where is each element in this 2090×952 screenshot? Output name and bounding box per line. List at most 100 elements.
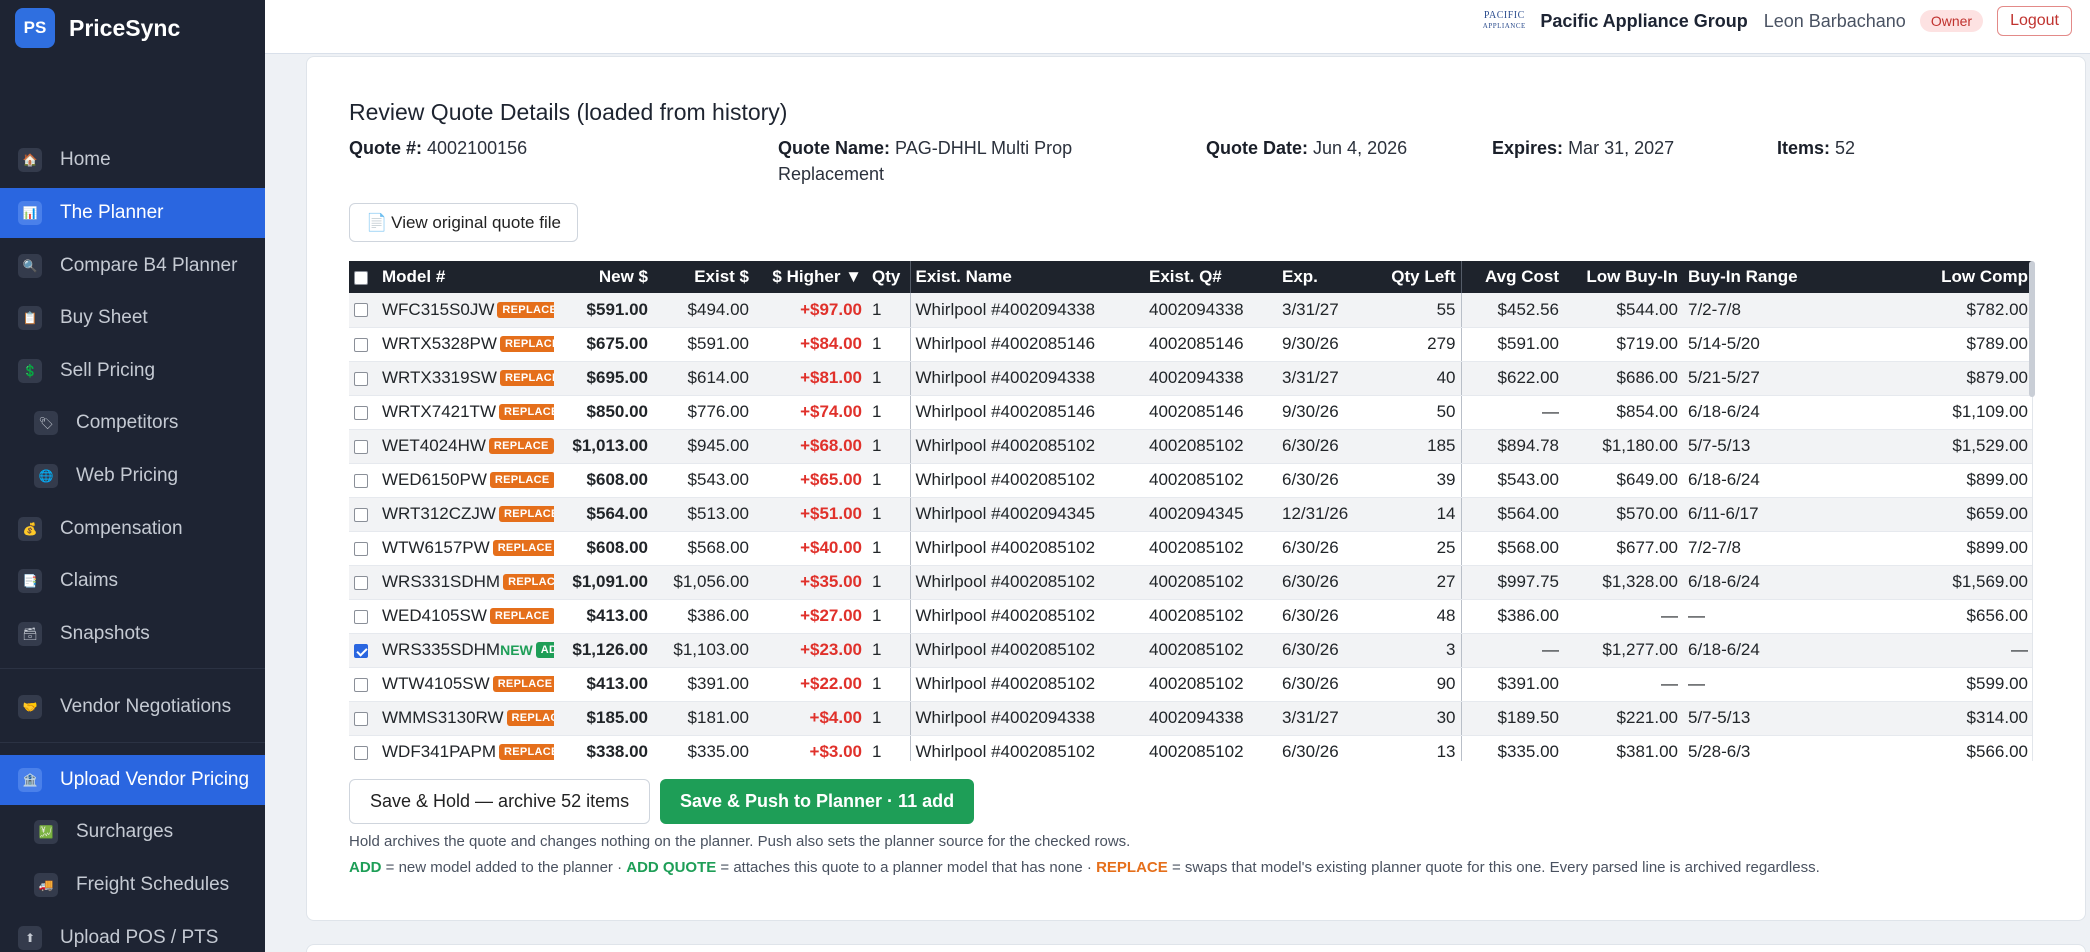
org-logo: PACIFIC APPLIANCE	[1478, 1, 1530, 41]
sidebar-item-snapshots[interactable]: 🗃 Snapshots	[0, 609, 265, 659]
low-comp-cell: $1,109.00	[1800, 395, 2032, 430]
col-header-buy-in-range[interactable]: Buy-In Range	[1688, 267, 1798, 286]
exist-name-cell: Whirlpool #4002085102	[909, 429, 1144, 464]
col-header-exist-name[interactable]: Exist. Name	[909, 261, 1144, 293]
qty-cell: 1	[867, 701, 910, 736]
table-row[interactable]: WED6150PW REPLACE $608.00 $543.00 +$65.00 1 Wh…	[349, 463, 2032, 498]
col-header-new-price[interactable]: New $	[598, 267, 648, 286]
sidebar-divider	[0, 742, 265, 743]
model-cell: WTW4105SW REPLACE	[377, 667, 554, 702]
buy-in-range-cell: 6/18-6/24	[1683, 633, 1800, 668]
row-checkbox[interactable]	[354, 575, 368, 590]
exist-price-cell: $614.00	[653, 361, 754, 396]
avg-cost-cell: $997.75	[1460, 565, 1564, 600]
sidebar-item-upload-vendor-pricing[interactable]: 🏦 Upload Vendor Pricing	[0, 755, 265, 805]
exist-name-cell: Whirlpool #4002085102	[909, 599, 1144, 634]
sidebar-item-the-planner[interactable]: 📊 The Planner	[0, 188, 265, 238]
row-checkbox[interactable]	[354, 541, 368, 556]
col-header-low-comp[interactable]: Low Comp	[1941, 267, 2028, 286]
table-row[interactable]: WRTX3319SWREPLACE$695.00$614.00+$81.001W…	[349, 361, 2032, 396]
sidebar-item-freight-schedules[interactable]: 🚚 Freight Schedules	[0, 860, 265, 910]
low-buy-in-cell: $544.00	[1564, 293, 1683, 328]
row-checkbox[interactable]	[354, 337, 368, 352]
sidebar-item-surcharges[interactable]: 💹 Surcharges	[0, 807, 265, 857]
table-row[interactable]: WRT312CZJW REPLACE $564.00 $513.00 +$51.00 1 W…	[349, 497, 2032, 532]
select-all-checkbox[interactable]	[354, 270, 368, 285]
col-header-qty-left[interactable]: Qty Left	[1391, 267, 1456, 286]
exist-name-cell: Whirlpool #4002085146	[909, 395, 1144, 430]
row-checkbox[interactable]	[354, 371, 368, 386]
higher-cell: +$22.00	[754, 667, 867, 702]
select-all-cell	[349, 261, 377, 293]
file-icon: 📄	[366, 212, 388, 232]
low-buy-in-cell: $1,277.00	[1564, 633, 1683, 668]
exist-name-cell: Whirlpool #4002085102	[909, 633, 1144, 668]
model-number: WFC315S0JW	[382, 299, 495, 319]
row-checkbox[interactable]	[354, 405, 368, 420]
replace-badge: REPLACE	[488, 438, 554, 454]
sidebar-item-home[interactable]: 🏠 Home	[0, 135, 265, 185]
col-header-higher[interactable]: $ Higher ▼	[772, 267, 862, 286]
quote-items-label: Items:	[1777, 138, 1831, 158]
money-bag-icon: 💰	[18, 517, 42, 541]
brand[interactable]: PS PriceSync	[0, 0, 265, 56]
table-row[interactable]: WRS335SDHMNEWADD$1,126.00$1,103.00+$23.0…	[349, 633, 2032, 668]
logout-button[interactable]: Logout	[1997, 6, 2072, 36]
row-checkbox[interactable]	[354, 643, 368, 658]
table-row[interactable]: WRTX5328PWREPLACE$675.00$591.00+$84.001W…	[349, 327, 2032, 362]
sidebar-item-competitors[interactable]: 🏷 Competitors	[0, 398, 265, 448]
document-icon: 📑	[18, 569, 42, 593]
exist-qnum-cell: 4002085146	[1144, 395, 1277, 430]
row-checkbox[interactable]	[354, 677, 368, 692]
table-row[interactable]: WMMS3130RWREPLACE$185.00$181.00+$4.001Wh…	[349, 701, 2032, 736]
sidebar-item-sell-pricing[interactable]: 💲 Sell Pricing	[0, 346, 265, 396]
col-header-avg-cost[interactable]: Avg Cost	[1460, 261, 1564, 293]
table-scrollbar[interactable]	[2029, 261, 2035, 397]
sidebar-item-label: Upload POS / PTS	[60, 927, 219, 948]
row-checkbox[interactable]	[354, 507, 368, 522]
sidebar-item-buy-sheet[interactable]: 📋 Buy Sheet	[0, 293, 265, 343]
user-name: Leon Barbachano	[1763, 10, 1906, 31]
low-comp-cell: $599.00	[1800, 667, 2032, 702]
row-checkbox[interactable]	[354, 609, 368, 624]
col-header-exist-price[interactable]: Exist $	[694, 267, 749, 286]
qty-left-cell: 279	[1372, 327, 1461, 362]
col-header-model[interactable]: Model #	[382, 267, 446, 286]
table-row[interactable]: WTW4105SW REPLACE $413.00 $391.00 +$22.00 1 Wh…	[349, 667, 2032, 702]
row-checkbox[interactable]	[354, 711, 368, 726]
exist-price-cell: $335.00	[653, 735, 754, 761]
row-checkbox[interactable]	[354, 439, 368, 454]
model-number: WED6150PW	[382, 470, 487, 489]
col-header-exp[interactable]: Exp.	[1282, 267, 1318, 286]
clipboard-icon: 📋	[18, 306, 42, 330]
row-checkbox[interactable]	[354, 745, 368, 760]
table-row[interactable]: WDF341PAPM REPLACE $338.00 $335.00 +$3.00 1 Wh…	[349, 735, 2032, 761]
new-price-cell: $608.00	[554, 531, 653, 566]
row-checkbox[interactable]	[354, 303, 368, 318]
table-row[interactable]: WRS331SDHMREPLACE$1,091.00$1,056.00+$35.…	[349, 565, 2032, 600]
table-row[interactable]: WRTX7421TW REPLACE $850.00 $776.00 +$74.00 1 W…	[349, 395, 2032, 430]
legend-add-term: ADD	[349, 859, 382, 876]
replace-badge: REPLACE	[497, 301, 554, 318]
sidebar-item-vendor-negotiations[interactable]: 🤝 Vendor Negotiations	[0, 682, 265, 732]
sidebar-item-upload-pos-pts[interactable]: ⬆ Upload POS / PTS	[0, 913, 265, 952]
sidebar-item-compensation[interactable]: 💰 Compensation	[0, 504, 265, 554]
sidebar-item-claims[interactable]: 📑 Claims	[0, 556, 265, 606]
view-original-file-button[interactable]: 📄 View original quote file	[349, 203, 578, 242]
table-row[interactable]: WTW6157PW REPLACE $608.00 $568.00 +$40.00 1 Wh…	[349, 531, 2032, 566]
save-and-hold-button[interactable]: Save & Hold — archive 52 items	[349, 779, 651, 824]
col-header-exist-qnum[interactable]: Exist. Q#	[1149, 267, 1222, 286]
col-header-qty[interactable]: Qty	[872, 267, 901, 286]
save-and-push-button[interactable]: Save & Push to Planner · 11 add	[660, 779, 975, 824]
table-row[interactable]: WED4105SW REPLACE $413.00 $386.00 +$27.00 1 Wh…	[349, 599, 2032, 634]
low-buy-in-cell: $649.00	[1564, 463, 1683, 498]
sidebar-item-compare-b4-planner[interactable]: 🔍 Compare B4 Planner	[0, 241, 265, 291]
table-row[interactable]: WET4024HW REPLACE $1,013.00 $945.00 +$68.00 1…	[349, 429, 2032, 464]
exist-name-cell: Whirlpool #4002094338	[909, 361, 1144, 396]
col-header-low-buy-in[interactable]: Low Buy-In	[1586, 267, 1678, 286]
row-checkbox[interactable]	[354, 473, 368, 488]
exist-price-cell: $386.00	[653, 599, 754, 634]
table-row[interactable]: WFC315S0JW REPLACE $591.00 $494.00 +$97.00 1 W…	[349, 293, 2032, 328]
quote-table-container[interactable]: Model # New $ Exist $ $ Higher ▼ Qty Exi…	[349, 261, 2033, 761]
sidebar-item-web-pricing[interactable]: 🌐 Web Pricing	[0, 451, 265, 501]
